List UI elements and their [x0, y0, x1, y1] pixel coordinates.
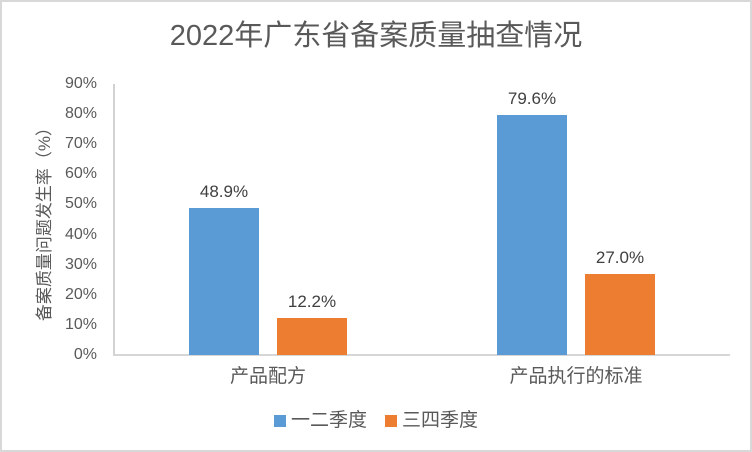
y-axis-title: 备案质量问题发生率（%）	[35, 118, 54, 322]
y-axis-tick-label: 80%	[64, 105, 97, 123]
data-label: 27.0%	[595, 247, 645, 267]
data-label: 79.6%	[507, 89, 557, 109]
y-axis-tick-label: 30%	[64, 255, 97, 273]
chart-title: 2022年广东省备案质量抽查情况	[169, 20, 583, 52]
bar-一二季度-产品配方	[189, 207, 259, 355]
legend-item-三四季度: 三四季度	[385, 410, 478, 432]
y-axis-tick-label: 20%	[64, 285, 97, 303]
bar-三四季度-产品执行的标准	[585, 273, 655, 355]
x-axis-line	[113, 354, 730, 356]
legend-swatch-icon	[385, 415, 397, 427]
bar-一二季度-产品执行的标准	[497, 115, 567, 355]
legend-item-一二季度: 一二季度	[273, 410, 367, 432]
data-label: 12.2%	[287, 292, 337, 312]
category-label-产品执行的标准: 产品执行的标准	[509, 366, 643, 387]
legend: 一二季度 三四季度	[2, 410, 750, 432]
category-label-产品配方: 产品配方	[229, 366, 306, 387]
y-axis-tick-label: 40%	[64, 225, 97, 243]
y-axis-tick-label: 60%	[64, 165, 97, 183]
data-label: 48.9%	[199, 181, 249, 201]
y-axis-tick-label: 50%	[64, 195, 97, 213]
bar-三四季度-产品配方	[277, 318, 347, 355]
y-axis-tick-label: 90%	[64, 75, 97, 92]
y-axis-tick-label: 0%	[73, 346, 97, 363]
y-axis-tick-label: 10%	[64, 315, 97, 333]
y-axis-tick-label: 70%	[64, 135, 97, 153]
legend-swatch-icon	[273, 415, 286, 427]
y-axis-line	[113, 84, 115, 355]
legend-label: 三四季度	[402, 410, 479, 431]
legend-label: 一二季度	[290, 410, 367, 431]
